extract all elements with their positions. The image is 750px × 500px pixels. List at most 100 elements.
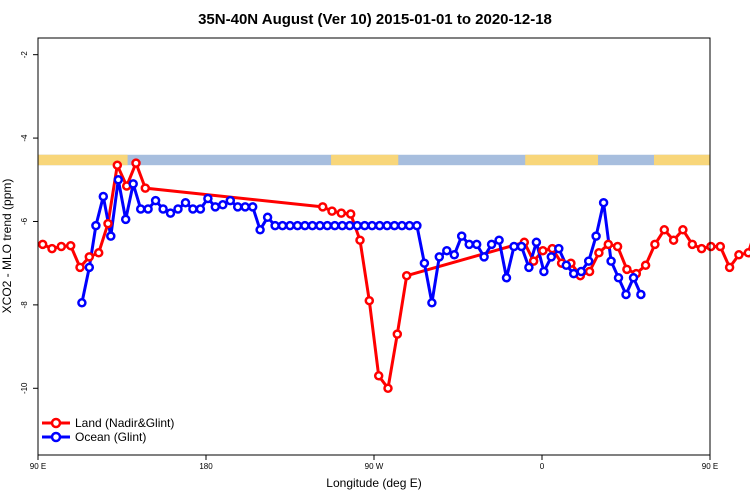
data-point: [352, 220, 362, 231]
data-point: [412, 220, 422, 231]
legend-marker: [50, 417, 62, 429]
data-point: [300, 220, 310, 231]
data-point: [37, 239, 48, 250]
data-point: [113, 175, 124, 185]
data-point: [494, 235, 504, 245]
data-point: [355, 235, 365, 245]
data-point: [509, 241, 519, 252]
data-point: [434, 252, 445, 262]
y-tick-label: -10: [20, 382, 29, 394]
data-point: [47, 243, 57, 254]
data-point: [195, 204, 206, 214]
data-point: [315, 220, 325, 231]
data-point: [397, 220, 407, 231]
data-point: [56, 241, 67, 252]
x-axis: 90 E 180 90 W 0 90 E: [30, 455, 718, 471]
data-point: [336, 208, 347, 218]
data-point: [345, 209, 356, 219]
data-point: [367, 220, 377, 231]
data-point: [715, 241, 726, 252]
data-point: [91, 220, 101, 231]
series-lines: [42, 161, 750, 390]
data-point: [218, 200, 228, 210]
data-point: [188, 204, 198, 214]
data-point: [528, 256, 539, 266]
data-point: [240, 202, 250, 212]
data-point: [594, 248, 604, 258]
data-point: [203, 193, 213, 204]
data-point: [389, 220, 400, 231]
x-tick-label: 90 W: [365, 462, 384, 471]
land-strip-segment: [38, 154, 128, 166]
data-point: [150, 195, 161, 206]
data-point: [120, 214, 131, 225]
data-point: [479, 252, 489, 262]
series-line-1: [42, 161, 750, 390]
data-point: [140, 183, 151, 193]
data-point: [143, 204, 153, 214]
data-point: [531, 237, 542, 248]
data-point: [622, 264, 632, 275]
data-point: [598, 197, 609, 208]
data-point: [612, 241, 623, 252]
data-point: [383, 383, 393, 394]
data-point: [255, 225, 265, 235]
legend: Land (Nadir&Glint)Ocean (Glint): [42, 416, 174, 444]
data-point: [584, 266, 595, 277]
data-point: [554, 243, 564, 254]
data-point: [364, 295, 375, 306]
data-point: [668, 235, 679, 245]
data-point: [501, 273, 512, 283]
data-point: [606, 256, 616, 266]
land-sea-strip: [38, 154, 710, 166]
data-point: [165, 208, 176, 218]
data-point: [75, 262, 85, 273]
data-point: [621, 289, 631, 300]
data-point: [576, 266, 586, 277]
legend-label: Land (Nadir&Glint): [75, 416, 174, 430]
data-point: [173, 204, 183, 214]
data-point: [603, 239, 614, 250]
data-point: [591, 231, 601, 241]
data-point: [382, 220, 392, 231]
data-point: [106, 231, 116, 241]
data-point: [734, 250, 744, 260]
data-point: [456, 231, 467, 241]
data-point: [180, 197, 191, 208]
land-strip-segment: [331, 154, 399, 166]
data-point: [464, 239, 474, 250]
data-point: [84, 252, 95, 262]
data-point: [678, 225, 688, 235]
data-point: [330, 220, 340, 231]
data-point: [449, 250, 460, 260]
y-tick-label: -2: [20, 51, 29, 59]
data-point: [442, 245, 452, 256]
data-point: [401, 270, 412, 281]
y-axis-title: XCO2 - MLO trend (ppm): [0, 179, 14, 314]
data-point: [471, 239, 482, 250]
y-tick-label: -8: [20, 301, 29, 309]
data-point: [640, 260, 651, 271]
x-tick-label: 180: [199, 462, 213, 471]
data-point: [427, 298, 437, 308]
land-strip-segment: [654, 154, 710, 166]
y-tick-label: -4: [20, 134, 29, 142]
data-point: [77, 298, 87, 308]
data-point: [373, 371, 384, 381]
data-point: [337, 220, 348, 231]
land-strip-segment: [525, 154, 598, 166]
data-point: [65, 240, 76, 251]
x-tick-label: 0: [540, 462, 545, 471]
data-point: [93, 248, 104, 258]
data-point: [636, 289, 646, 300]
data-point: [561, 260, 572, 271]
x-tick-label: 90 E: [30, 462, 46, 471]
data-point: [225, 195, 236, 206]
data-point: [392, 329, 403, 339]
data-point: [516, 241, 527, 252]
data-point: [317, 202, 328, 212]
data-point: [613, 273, 624, 283]
data-point: [344, 220, 355, 231]
data-point: [724, 262, 735, 273]
data-point: [687, 239, 698, 250]
